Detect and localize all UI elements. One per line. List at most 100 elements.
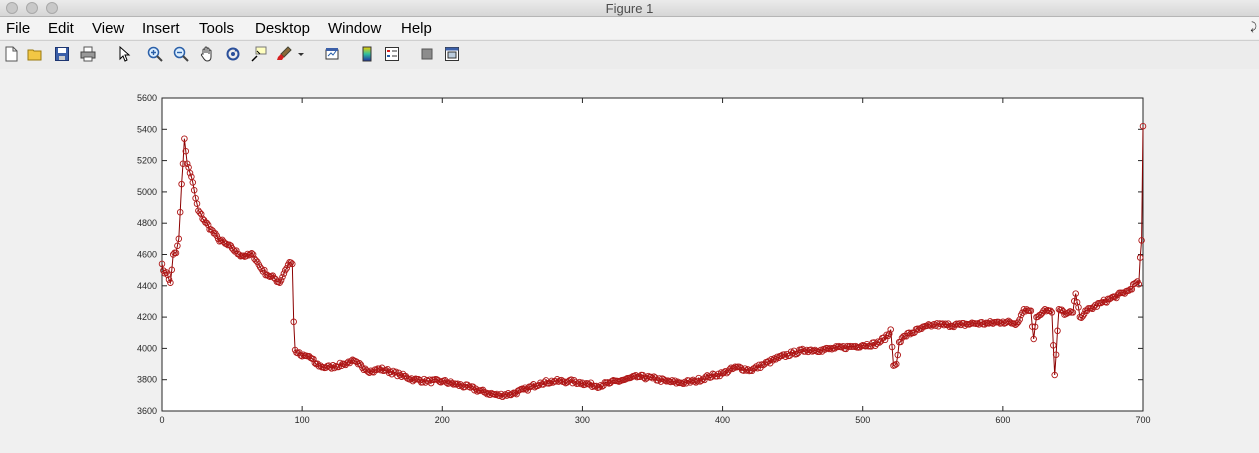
minimize-window-button[interactable] <box>26 2 38 14</box>
x-tick-label: 500 <box>855 415 870 425</box>
data-point <box>280 270 288 277</box>
insert-legend-icon[interactable] <box>383 45 401 63</box>
data-point <box>891 361 899 369</box>
data-point <box>886 330 893 338</box>
data-point <box>283 264 290 272</box>
data-point <box>289 260 296 268</box>
data-point <box>897 338 904 346</box>
data-point <box>1027 307 1035 315</box>
data-point <box>174 242 181 250</box>
y-tick-label: 5600 <box>137 93 157 103</box>
data-point <box>282 266 289 274</box>
data-point <box>175 235 183 243</box>
menu-desktop[interactable]: Desktop <box>255 20 311 37</box>
rotate-3d-icon[interactable] <box>224 45 242 63</box>
data-point <box>720 369 728 376</box>
data-cursor-icon[interactable] <box>250 45 268 63</box>
window-title: Figure 1 <box>605 1 654 16</box>
zoom-in-icon[interactable] <box>146 45 164 63</box>
print-icon[interactable] <box>79 45 97 63</box>
y-tick-label: 3800 <box>137 375 157 385</box>
insert-colorbar-icon[interactable] <box>358 45 376 63</box>
data-point <box>1090 303 1098 311</box>
data-point <box>914 325 921 332</box>
edit-plot-arrow-icon[interactable] <box>115 45 133 63</box>
data-point <box>287 259 295 266</box>
menu-view[interactable]: View <box>92 20 125 37</box>
zoom-window-button[interactable] <box>46 2 58 14</box>
data-point <box>465 383 473 390</box>
data-point <box>946 323 953 331</box>
zoom-out-icon[interactable] <box>172 45 190 63</box>
data-point <box>247 250 254 258</box>
data-point <box>1072 290 1079 297</box>
menu-help[interactable]: Help <box>401 20 432 37</box>
brush-icon[interactable] <box>275 45 293 63</box>
data-point <box>1065 309 1072 316</box>
data-point <box>827 344 834 352</box>
data-point <box>181 135 188 142</box>
data-point <box>172 249 180 257</box>
window-titlebar: Figure 1 <box>0 0 1259 17</box>
data-point <box>893 360 900 368</box>
link-plot-icon[interactable] <box>323 45 341 63</box>
data-point <box>802 348 809 355</box>
menu-tools[interactable]: Tools <box>199 20 235 37</box>
hide-plot-tools-icon[interactable] <box>418 45 436 63</box>
menu-window[interactable]: Window <box>328 20 382 37</box>
figure-canvas: 0 100 200 300 400 500 600 700 3600 3800 4000 4200 44… <box>0 69 1259 453</box>
show-plot-tools-icon[interactable] <box>443 45 461 63</box>
data-point <box>1029 323 1036 330</box>
data-point <box>1003 318 1011 325</box>
data-point <box>203 219 211 227</box>
data-point <box>1075 304 1082 311</box>
data-point <box>165 276 173 283</box>
data-point <box>1139 122 1147 130</box>
data-point <box>768 355 775 363</box>
data-point <box>701 376 708 384</box>
y-tick-label: 5400 <box>137 124 157 134</box>
data-point <box>356 360 363 367</box>
data-point <box>167 279 174 286</box>
new-figure-icon[interactable] <box>2 45 20 63</box>
data-point <box>1048 309 1056 316</box>
data-point <box>674 378 681 386</box>
y-tick-label: 3600 <box>137 406 157 416</box>
data-point <box>694 377 701 385</box>
axes-box[interactable] <box>161 97 1144 412</box>
menu-insert[interactable]: Insert <box>142 20 180 37</box>
data-point <box>249 251 257 258</box>
data-point <box>956 320 963 327</box>
menu-edit[interactable]: Edit <box>48 20 74 37</box>
data-point <box>773 353 781 361</box>
menu-file[interactable]: File <box>6 20 31 37</box>
data-point <box>310 355 317 363</box>
data-point <box>193 200 201 207</box>
data-point <box>883 331 890 339</box>
data-point <box>1136 254 1144 261</box>
data-point <box>1051 371 1058 379</box>
data-point <box>887 326 894 333</box>
data-point <box>680 380 687 388</box>
y-tick-label: 4200 <box>137 312 157 322</box>
data-point <box>1050 342 1057 349</box>
data-point <box>595 384 603 391</box>
dock-arrow-icon[interactable]: ⤸ <box>1250 21 1257 33</box>
data-point <box>360 366 368 374</box>
save-icon[interactable] <box>53 45 71 63</box>
data-point <box>277 277 285 284</box>
data-point <box>394 372 401 380</box>
close-window-button[interactable] <box>6 2 18 14</box>
data-point <box>940 321 948 329</box>
pan-hand-icon[interactable] <box>198 45 216 63</box>
data-point <box>186 169 194 177</box>
brush-dropdown-icon[interactable] <box>296 45 306 63</box>
data-point <box>1135 280 1143 288</box>
open-file-icon[interactable] <box>26 45 44 63</box>
data-point <box>1055 306 1063 313</box>
data-point <box>204 221 212 229</box>
data-point <box>331 364 338 372</box>
data-point <box>604 379 611 386</box>
data-point <box>942 320 949 327</box>
data-point <box>597 382 604 389</box>
